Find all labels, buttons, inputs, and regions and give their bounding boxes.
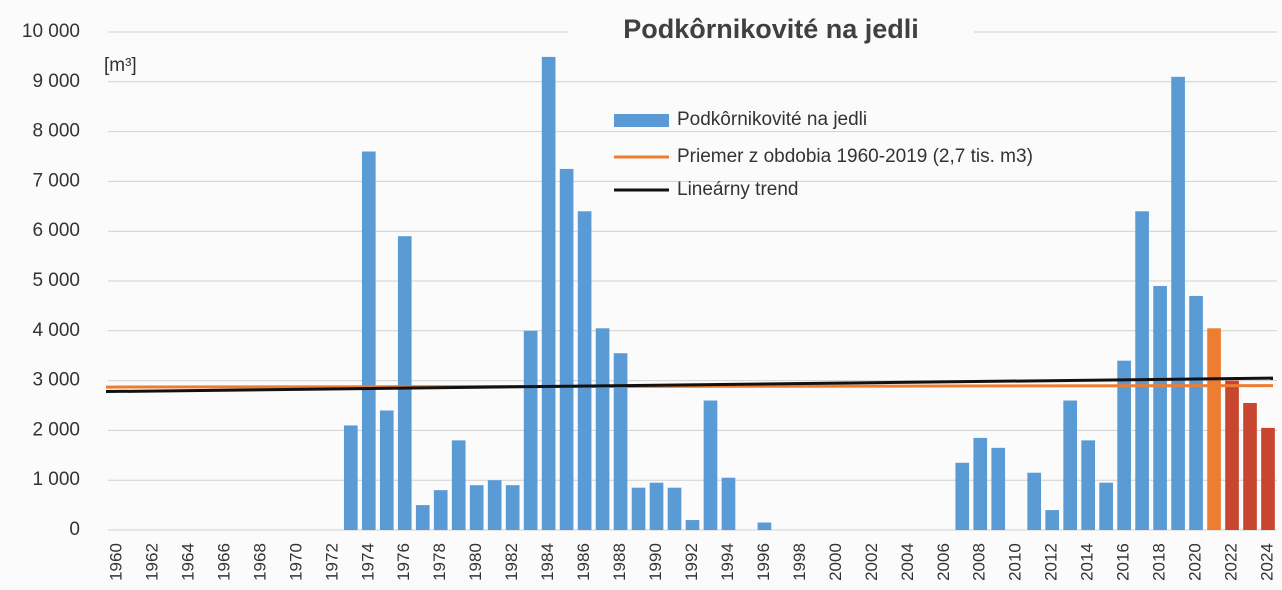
bar (685, 520, 700, 530)
x-tick-label: 1982 (502, 543, 521, 581)
bar (1045, 510, 1060, 530)
x-tick-label: 2020 (1186, 543, 1205, 581)
bar (487, 480, 502, 530)
bar (361, 151, 376, 530)
bar (721, 477, 736, 530)
bar (1117, 360, 1131, 530)
x-tick-label: 2018 (1150, 543, 1169, 581)
x-tick-label: 1996 (754, 543, 773, 581)
x-tick-label: 1980 (466, 543, 485, 581)
title-background (568, 12, 974, 50)
x-tick-label: 1992 (682, 543, 701, 581)
x-tick-label: 1960 (106, 543, 125, 581)
bar (469, 485, 484, 530)
chart-title: Podkôrnikovité na jedli (623, 14, 919, 44)
x-tick-label: 2014 (1078, 543, 1097, 581)
bar (1153, 285, 1167, 530)
x-tick-label: 2000 (826, 543, 845, 581)
y-tick-label: 7 000 (32, 170, 80, 191)
bar (595, 328, 610, 530)
x-tick-label: 2008 (970, 543, 989, 581)
x-tick-label: 2010 (1006, 543, 1025, 581)
y-tick-label: 0 (69, 519, 80, 540)
x-tick-label: 1970 (286, 543, 305, 581)
y-tick-label: 9 000 (32, 71, 80, 92)
bar (577, 211, 592, 530)
bar (1261, 427, 1275, 530)
y-axis-label: [m³] (104, 55, 137, 76)
bar (379, 410, 394, 530)
x-tick-label: 1966 (214, 543, 233, 581)
y-tick-label: 4 000 (32, 320, 80, 341)
bar (1189, 295, 1203, 530)
bar (541, 56, 556, 531)
bar (991, 447, 1006, 530)
bar (433, 490, 448, 530)
bar (505, 485, 520, 530)
x-tick-label: 2024 (1257, 543, 1276, 581)
x-tick-label: 2016 (1114, 543, 1133, 581)
bar (973, 437, 988, 530)
bar (757, 522, 772, 530)
x-tick-label: 1964 (178, 543, 197, 581)
x-tick-label: 1986 (574, 543, 593, 581)
x-tick-label: 1988 (610, 543, 629, 581)
y-tick-label: 3 000 (32, 370, 80, 391)
bar (649, 482, 664, 530)
bar (1027, 472, 1042, 530)
bar (667, 487, 682, 530)
bar (1171, 76, 1185, 530)
y-tick-label: 6 000 (32, 220, 80, 241)
x-tick-label: 2012 (1042, 543, 1061, 581)
bar (1243, 403, 1257, 530)
x-tick-label: 1978 (430, 543, 449, 581)
x-tick-label: 1976 (394, 543, 413, 581)
x-tick-label: 1990 (646, 543, 665, 581)
bar (703, 400, 718, 530)
y-tick-label: 1 000 (32, 469, 80, 490)
bar (415, 505, 430, 530)
bar (1099, 482, 1113, 530)
legend-label: Lineárny trend (677, 179, 798, 200)
x-tick-label: 2004 (898, 543, 917, 581)
legend-swatch (614, 114, 669, 127)
y-tick-label: 5 000 (32, 270, 80, 291)
bar (955, 462, 970, 530)
bar (559, 168, 574, 530)
bar (523, 330, 538, 530)
x-tick-label: 2006 (934, 543, 953, 581)
bar (1225, 380, 1239, 530)
x-tick-label: 1984 (538, 543, 557, 581)
x-tick-label: 1968 (250, 543, 269, 581)
bar (1207, 328, 1221, 530)
line (105, 376, 1274, 394)
bar (1063, 400, 1078, 530)
legend-label: Podkôrnikovité na jedli (677, 109, 867, 130)
bar (343, 425, 358, 530)
x-tick-label: 1972 (322, 543, 341, 581)
bar (1081, 440, 1095, 530)
y-tick-label: 10 000 (22, 21, 80, 42)
y-tick-label: 8 000 (32, 121, 80, 142)
bar (1135, 211, 1149, 530)
bar (613, 353, 628, 530)
x-tick-label: 2022 (1222, 543, 1241, 581)
x-tick-label: 1974 (358, 543, 377, 581)
bar (631, 487, 646, 530)
y-tick-label: 2 000 (32, 419, 80, 440)
x-tick-label: 2002 (862, 543, 881, 581)
bar (451, 440, 466, 530)
x-tick-label: 1998 (790, 543, 809, 581)
x-tick-label: 1962 (142, 543, 161, 581)
bar (397, 236, 412, 530)
x-tick-label: 1994 (718, 543, 737, 581)
legend-label: Priemer z obdobia 1960-2019 (2,7 tis. m3… (677, 146, 1033, 167)
